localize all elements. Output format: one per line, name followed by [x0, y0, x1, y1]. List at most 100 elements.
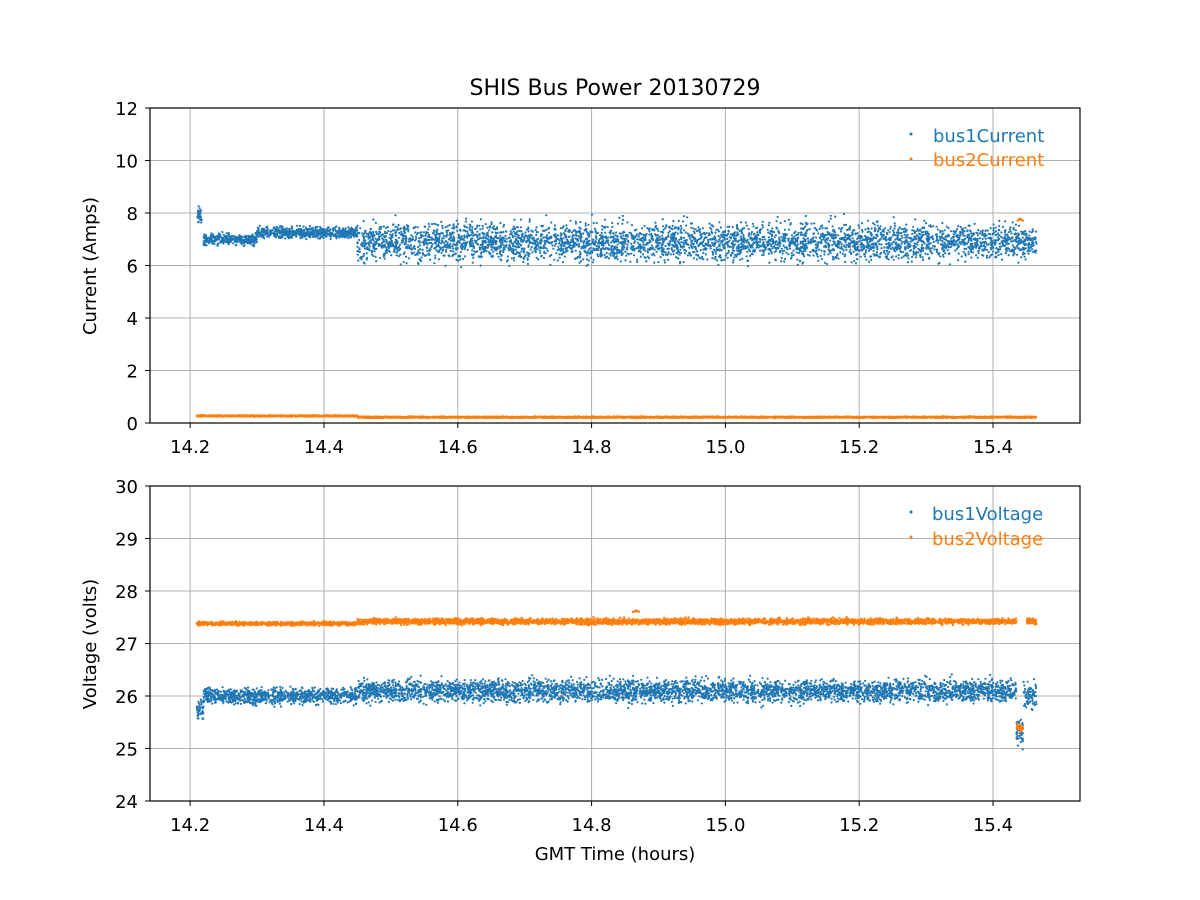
bus1current-point	[756, 244, 758, 246]
bus1current-point	[212, 233, 214, 235]
bus1current-point	[253, 245, 255, 247]
bus1current-point	[660, 250, 662, 252]
bus1current-point	[746, 255, 748, 257]
bus1current-point	[585, 222, 587, 224]
bus1current-point	[382, 239, 384, 241]
bus1current-point	[830, 233, 832, 235]
bus1current-point	[542, 237, 544, 239]
bus1current-point	[964, 261, 966, 263]
bus1current-point	[541, 225, 543, 227]
bus1current-point	[348, 237, 350, 239]
bus1current-point	[861, 236, 863, 238]
bus1current-point	[771, 235, 773, 237]
bus1current-point	[895, 255, 897, 257]
bus1current-point	[928, 257, 930, 259]
bus1current-point	[804, 226, 806, 228]
bus1current-point	[820, 250, 822, 252]
bus1current-point	[880, 234, 882, 236]
bus1current-point	[454, 253, 456, 255]
bus1current-point	[477, 244, 479, 246]
bus1current-point	[775, 248, 777, 250]
bus1current-point	[622, 252, 624, 254]
bus1current-point	[671, 228, 673, 230]
bus1current-point	[263, 233, 265, 235]
bus1current-point	[827, 253, 829, 255]
bus1current-point	[755, 241, 757, 243]
bus1current-point	[979, 237, 981, 239]
bus1current-point	[691, 240, 693, 242]
bus1current-point	[761, 224, 763, 226]
bus1current-point	[746, 225, 748, 227]
bus1current-point	[476, 225, 478, 227]
bus1current-point	[366, 246, 368, 248]
bus1current-point	[1008, 254, 1010, 256]
bus1current-point	[1020, 256, 1022, 258]
bus1current-point	[200, 209, 202, 211]
bus1current-point	[917, 248, 919, 250]
bus1current-point	[494, 247, 496, 249]
bus1current-point	[730, 254, 732, 256]
bus1current-point	[607, 239, 609, 241]
bus1current-point	[586, 240, 588, 242]
bus1current-point	[569, 244, 571, 246]
bus1current-point	[885, 238, 887, 240]
bus1current-point	[841, 246, 843, 248]
bus1current-point	[679, 254, 681, 256]
bus1current-point	[755, 247, 757, 249]
bus1current-point	[815, 244, 817, 246]
bus1current-point	[291, 237, 293, 239]
bus1current-point	[969, 248, 971, 250]
bus1current-point	[472, 262, 474, 264]
bus1current-point	[1015, 224, 1017, 226]
bus1current-point	[950, 245, 952, 247]
bus1current-point	[710, 238, 712, 240]
bus1current-point	[863, 239, 865, 241]
bus1current-point	[992, 251, 994, 253]
bus1current-point	[822, 235, 824, 237]
bus1current-point	[780, 222, 782, 224]
bus1current-point	[840, 228, 842, 230]
bus1current-point	[601, 247, 603, 249]
bus1current-point	[659, 242, 661, 244]
bus1current-point	[360, 257, 362, 259]
bus1current-point	[564, 251, 566, 253]
bus1current-point	[615, 253, 617, 255]
bus1current-point	[809, 228, 811, 230]
bus1current-point	[282, 226, 284, 228]
bus1current-point	[372, 255, 374, 257]
bus1current-point	[877, 230, 879, 232]
bus1current-point	[299, 225, 301, 227]
bus1current-point	[717, 241, 719, 243]
bus1current-point	[787, 253, 789, 255]
bus1current-point	[624, 259, 626, 261]
bus1current-point	[641, 246, 643, 248]
bus1current-point	[443, 237, 445, 239]
bus1current-point	[300, 231, 302, 233]
bus1current-point	[678, 239, 680, 241]
bus1current-point	[496, 253, 498, 255]
bus1current-point	[498, 247, 500, 249]
bus1current-point	[390, 231, 392, 233]
bus1current-point	[633, 254, 635, 256]
bus1current-point	[636, 233, 638, 235]
bus1current-point	[879, 228, 881, 230]
bus1current-point	[1009, 226, 1011, 228]
bus1current-point	[569, 247, 571, 249]
bus1current-point	[399, 248, 401, 250]
bus1current-point	[783, 261, 785, 263]
bus1current-point	[883, 251, 885, 253]
bus1current-point	[333, 235, 335, 237]
bus1current-point	[459, 255, 461, 257]
bus1current-point	[281, 229, 283, 231]
bus1current-point	[534, 239, 536, 241]
bus1current-point	[235, 244, 237, 246]
bus1current-point	[739, 259, 741, 261]
bus1current-point	[865, 249, 867, 251]
bus1current-point	[854, 243, 856, 245]
bus1current-point	[861, 242, 863, 244]
bus1current-point	[456, 242, 458, 244]
bus1current-point	[727, 244, 729, 246]
bus1current-point	[800, 247, 802, 249]
bus1current-point	[982, 238, 984, 240]
bus1current-point	[607, 226, 609, 228]
